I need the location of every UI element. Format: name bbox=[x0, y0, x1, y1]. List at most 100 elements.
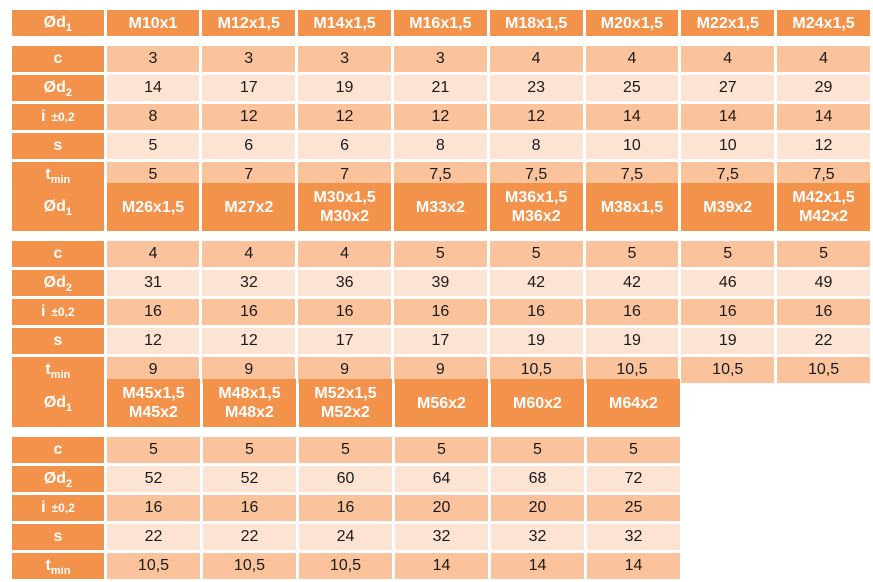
size-line: M10x1 bbox=[128, 14, 178, 32]
value-cell: 6 bbox=[202, 133, 296, 159]
size-header: M26x1,5 bbox=[106, 183, 200, 231]
value-cell: 17 bbox=[298, 328, 392, 354]
size-header: M16x1,5 bbox=[393, 10, 487, 36]
value-cell: 12 bbox=[202, 104, 296, 130]
label-tolerance: ±0,2 bbox=[51, 501, 75, 515]
size-header: M42x1,5 M42x2 bbox=[777, 183, 870, 231]
label-s: s bbox=[12, 524, 104, 550]
label-main: s bbox=[53, 528, 63, 545]
value-cell: 22 bbox=[107, 524, 200, 550]
value-cell: 16 bbox=[777, 299, 870, 325]
value-cell: 25 bbox=[585, 75, 679, 101]
label-c: c bbox=[12, 241, 104, 267]
label-d2: Ød2 bbox=[12, 466, 104, 492]
value-cell: 5 bbox=[299, 437, 392, 463]
size-header: M30x1,5 M30x2 bbox=[298, 183, 392, 231]
size-line: M36x2 bbox=[511, 208, 561, 225]
value-cell: 19 bbox=[585, 328, 679, 354]
value-cell: 46 bbox=[681, 270, 775, 296]
value-cell: 21 bbox=[393, 75, 487, 101]
size-header: M20x1,5 bbox=[585, 10, 679, 36]
size-header: M36x1,5 M36x2 bbox=[489, 183, 583, 231]
size-header: M18x1,5 bbox=[489, 10, 583, 36]
value-cell: 14 bbox=[106, 75, 200, 101]
size-header: M14x1,5 bbox=[298, 10, 391, 36]
value-cell: 9 bbox=[394, 357, 487, 383]
value-cell: 3 bbox=[393, 46, 487, 72]
label-s: s bbox=[12, 133, 104, 159]
value-cell: 42 bbox=[585, 270, 679, 296]
label-main: t bbox=[45, 557, 51, 574]
value-cell: 14 bbox=[777, 104, 870, 130]
label-d2: Ød2 bbox=[12, 75, 104, 101]
size-header: M45x1,5 M45x2 bbox=[107, 379, 200, 427]
size-header: M38x1,5 bbox=[585, 183, 679, 231]
row-s: s 5 6 6 8 8 10 10 12 bbox=[12, 133, 870, 159]
value-cell: 19 bbox=[681, 328, 775, 354]
size-line: M36x1,5 bbox=[505, 189, 568, 206]
size-header: M33x2 bbox=[394, 183, 487, 231]
size-line: M45x1,5 bbox=[122, 385, 185, 402]
row-t: tmin 9 9 9 9 10,5 10,5 10,5 10,5 bbox=[12, 357, 870, 383]
value-cell: 12 bbox=[489, 104, 583, 130]
value-cell: 32 bbox=[202, 270, 296, 296]
value-cell: 5 bbox=[107, 437, 200, 463]
value-cell: 20 bbox=[491, 495, 584, 521]
value-cell: 10 bbox=[681, 133, 775, 159]
label-main: t bbox=[45, 166, 51, 183]
value-cell: 23 bbox=[489, 75, 583, 101]
size-header: M27x2 bbox=[202, 183, 296, 231]
label-d1: Ød1 bbox=[12, 183, 104, 231]
label-main: Ød bbox=[43, 14, 66, 31]
label-main: c bbox=[53, 50, 63, 67]
size-line: M42x2 bbox=[799, 208, 849, 225]
value-cell: 22 bbox=[203, 524, 296, 550]
value-cell: 12 bbox=[777, 133, 870, 159]
value-cell: 12 bbox=[106, 328, 200, 354]
label-d1: Ød1 bbox=[12, 10, 104, 36]
label-main: Ød bbox=[43, 198, 66, 215]
size-line: M52x1,5 bbox=[314, 385, 377, 402]
value-cell: 3 bbox=[202, 46, 296, 72]
label-tolerance: ±0,2 bbox=[51, 110, 75, 124]
size-line: M27x2 bbox=[224, 198, 274, 216]
value-cell: 16 bbox=[299, 495, 392, 521]
size-line: M14x1,5 bbox=[313, 14, 376, 32]
row-i: i ±0,2 8 12 12 12 12 14 14 14 bbox=[12, 104, 870, 130]
label-t: tmin bbox=[12, 553, 104, 579]
row-d2: Ød2 52 52 60 64 68 72 bbox=[12, 466, 680, 492]
value-cell: 32 bbox=[395, 524, 488, 550]
value-cell: 16 bbox=[681, 299, 775, 325]
value-cell: 49 bbox=[777, 270, 870, 296]
value-cell: 5 bbox=[203, 437, 296, 463]
size-line: M18x1,5 bbox=[505, 14, 568, 32]
spec-table-3: Ød1 M45x1,5 M45x2 M48x1,5 M48x2 M52x1,5 M52… bbox=[9, 376, 683, 582]
value-cell: 6 bbox=[298, 133, 391, 159]
value-cell: 16 bbox=[106, 299, 200, 325]
header-row: Ød1 M10x1 M12x1,5 M14x1,5 M16x1,5 M18x1,… bbox=[12, 10, 870, 36]
row-t: tmin 10,5 10,5 10,5 14 14 14 bbox=[12, 553, 680, 579]
row-i: i ±0,2 16 16 16 16 16 16 16 16 bbox=[12, 299, 870, 325]
label-c: c bbox=[12, 437, 104, 463]
value-cell: 9 bbox=[106, 357, 200, 383]
value-cell: 10,5 bbox=[489, 357, 583, 383]
label-main: c bbox=[53, 245, 63, 262]
size-line: M33x2 bbox=[415, 198, 465, 216]
value-cell: 5 bbox=[106, 133, 200, 159]
value-cell: 4 bbox=[298, 241, 392, 267]
label-i: i ±0,2 bbox=[12, 104, 104, 130]
label-sub: 1 bbox=[65, 22, 72, 34]
value-cell: 16 bbox=[298, 299, 392, 325]
value-cell: 27 bbox=[681, 75, 775, 101]
value-cell: 68 bbox=[491, 466, 584, 492]
label-s: s bbox=[12, 328, 104, 354]
value-cell: 10,5 bbox=[681, 357, 775, 383]
row-s: s 12 12 17 17 19 19 19 22 bbox=[12, 328, 870, 354]
value-cell: 4 bbox=[585, 46, 679, 72]
size-line: M60x2 bbox=[513, 394, 562, 412]
value-cell: 5 bbox=[394, 241, 487, 267]
size-line: M38x1,5 bbox=[600, 198, 664, 216]
row-i: i ±0,2 16 16 16 20 20 25 bbox=[12, 495, 680, 521]
value-cell: 25 bbox=[587, 495, 680, 521]
size-line: M52x2 bbox=[321, 404, 370, 421]
